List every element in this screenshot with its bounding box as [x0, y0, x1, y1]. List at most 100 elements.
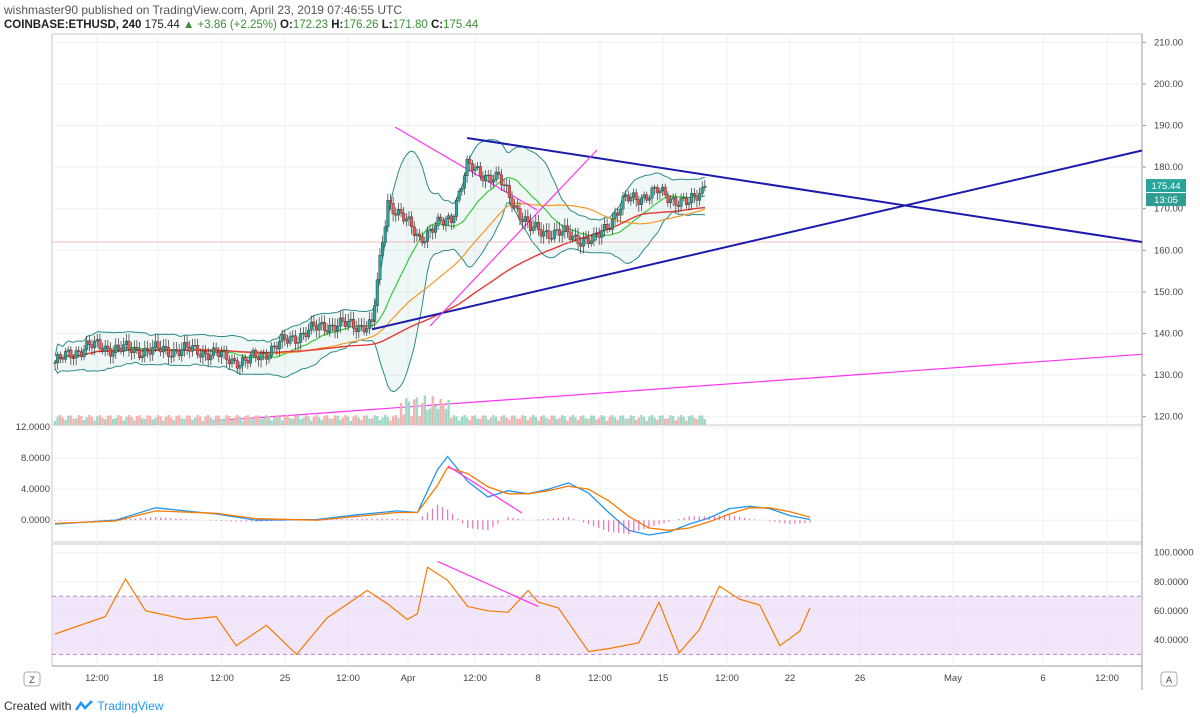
candle-body — [602, 224, 606, 231]
candle-body — [542, 231, 546, 237]
volume-bar — [138, 415, 141, 425]
auto-scale-label: A — [1166, 675, 1173, 686]
volume-bar — [447, 399, 450, 425]
candle — [322, 315, 326, 336]
volume-bar — [143, 419, 147, 425]
candle-body — [235, 360, 239, 369]
candle — [518, 201, 522, 226]
candle — [700, 181, 704, 197]
volume-bar — [133, 420, 136, 425]
candle-body — [492, 179, 496, 183]
volume-bar — [246, 415, 250, 425]
volume-bar — [619, 415, 622, 425]
candle — [116, 338, 120, 353]
candle — [703, 179, 707, 192]
candle — [592, 227, 596, 247]
volume-bar — [571, 415, 574, 425]
candle-body — [653, 187, 657, 189]
volume-bar — [650, 415, 654, 425]
volume-bar — [114, 418, 117, 425]
volume-bar — [500, 416, 503, 425]
candle-body — [61, 357, 65, 360]
volume-bar — [341, 417, 345, 425]
candle-body — [444, 218, 448, 226]
candle-body — [135, 347, 139, 350]
candle — [492, 174, 496, 188]
candle — [185, 335, 189, 355]
candle-body — [595, 233, 599, 235]
candle-body — [238, 364, 242, 369]
candle — [214, 342, 218, 356]
volume-bar — [304, 415, 308, 425]
candle-body — [687, 202, 691, 205]
candle-body — [396, 209, 400, 216]
candle — [201, 345, 205, 365]
time-tick-label: 25 — [280, 673, 291, 684]
candle-body — [552, 229, 556, 240]
candle — [436, 213, 440, 230]
candle-body — [90, 344, 94, 349]
candle-body — [383, 226, 387, 243]
price-tick-label: 130.00 — [1154, 370, 1183, 381]
volume-bar — [312, 416, 316, 425]
volume-bar — [299, 419, 302, 425]
candle-body — [262, 352, 266, 354]
candle-body — [558, 229, 562, 236]
candle-body — [521, 219, 525, 222]
candle-body — [354, 327, 358, 333]
candle-body — [388, 200, 392, 204]
candle-body — [669, 198, 673, 203]
candle — [404, 213, 408, 227]
candle-body — [489, 174, 493, 183]
candle-body — [264, 352, 268, 360]
candle-body — [241, 357, 245, 366]
volume-bar — [362, 415, 366, 425]
candle — [132, 340, 136, 360]
volume-bar — [690, 415, 693, 425]
candle-body — [140, 355, 144, 359]
volume-bar — [566, 420, 569, 425]
candle-body — [610, 218, 614, 230]
volume-bar — [518, 418, 522, 425]
volume-bar — [199, 416, 202, 425]
volume-bar — [513, 415, 516, 425]
volume-bar — [648, 416, 651, 425]
macd-line — [54, 455, 811, 536]
volume-bar — [384, 415, 387, 425]
candle — [259, 350, 263, 368]
tradingview-brand[interactable]: TradingView — [97, 699, 164, 713]
volume-bar — [119, 416, 123, 425]
candle-body — [399, 209, 403, 214]
volume-bar — [328, 418, 331, 425]
candle-body — [233, 358, 237, 361]
candle-body — [103, 345, 107, 352]
candle — [56, 351, 60, 370]
candle-body — [407, 216, 411, 220]
candle-body — [529, 220, 533, 232]
volume-bar — [465, 417, 469, 425]
volume-bar — [317, 417, 321, 425]
volume-bar — [333, 415, 337, 425]
volume-bar — [85, 417, 88, 425]
volume-bar — [568, 416, 572, 425]
candle-body — [198, 354, 202, 358]
auto-scale-button[interactable] — [1160, 671, 1178, 687]
zoom-toggle-button[interactable] — [23, 671, 41, 687]
volume-bar — [370, 418, 374, 425]
candle-body — [278, 341, 282, 350]
candle-body — [143, 347, 147, 357]
volume-bar — [177, 415, 181, 425]
candle-body — [378, 255, 382, 280]
volume-bar — [574, 417, 577, 425]
volume-bar — [183, 418, 186, 425]
volume-bar — [468, 419, 471, 425]
candle-body — [56, 354, 60, 363]
volume-bar — [627, 418, 630, 425]
close-label: C: — [431, 19, 444, 31]
volume-bar — [280, 420, 284, 425]
candle-body — [468, 158, 472, 164]
candle-body — [478, 166, 482, 177]
volume-bar — [233, 417, 236, 425]
candle — [230, 354, 234, 368]
